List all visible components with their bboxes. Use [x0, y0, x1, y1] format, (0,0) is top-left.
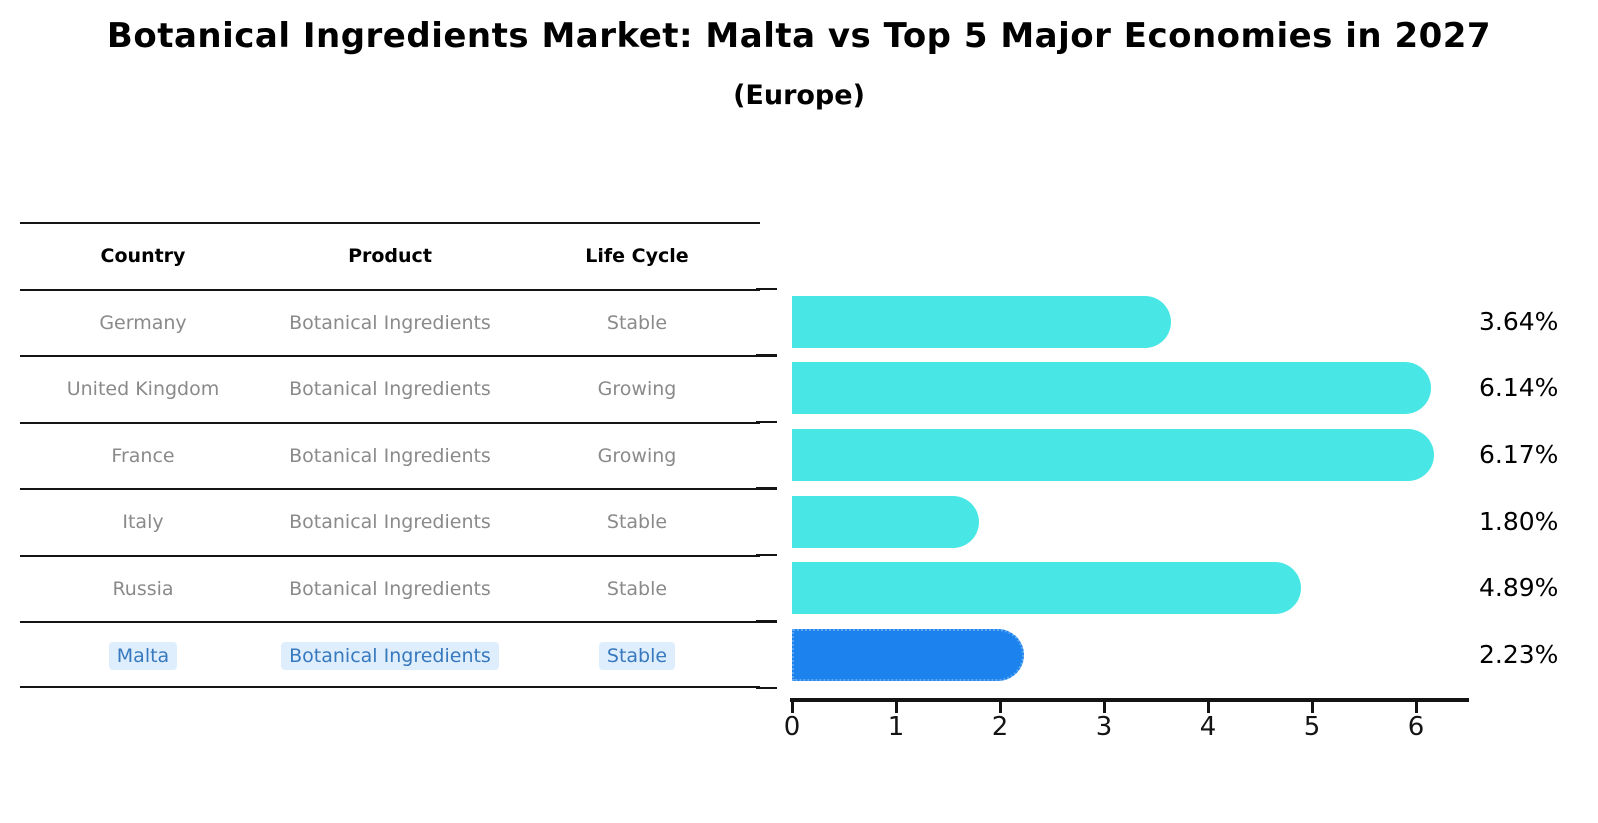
bar-value-label: 3.64% [1479, 306, 1559, 336]
table-cell-text: Germany [99, 311, 187, 334]
table-cell-text: Botanical Ingredients [289, 378, 491, 401]
table-header-cell: Country [100, 245, 186, 268]
table-row: Italy Botanical Ingredients Stable [20, 488, 760, 555]
table-cell-country: Malta [20, 641, 266, 670]
table-cell-text: Botanical Ingredients [289, 311, 491, 334]
bar-france [792, 428, 1434, 481]
table-cell-text: Botanical Ingredients [289, 578, 491, 600]
bar-united-kingdom [792, 362, 1431, 415]
table-cell-product: Botanical Ingredients [266, 511, 514, 533]
table-cell-product: Botanical Ingredients [266, 641, 514, 670]
x-axis-tick [790, 700, 794, 713]
table-cell-product: Botanical Ingredients [266, 378, 514, 400]
table-header-cell: Product [348, 245, 432, 268]
table-cell-product: Botanical Ingredients [266, 445, 514, 467]
x-axis-tick [1310, 700, 1314, 713]
bar-italy [792, 495, 980, 548]
table-cell-text: Italy [122, 511, 164, 534]
x-axis-tick-label: 2 [991, 712, 1009, 742]
table-cell-text: Malta [108, 641, 178, 670]
table-cell-text: Stable [606, 511, 668, 534]
table-cell-text: Botanical Ingredients [289, 444, 491, 467]
table-cell-country: United Kingdom [20, 378, 266, 400]
bar-value-label: 2.23% [1479, 639, 1559, 669]
table-cell-text: Growing [597, 444, 677, 467]
table-cell-life_cycle: Stable [514, 578, 760, 600]
table-header-row: Country Product Life Cycle [20, 222, 760, 289]
table-cell-text: Stable [598, 641, 676, 670]
table-cell-life_cycle: Stable [514, 511, 760, 533]
bar-value-label: 6.17% [1479, 439, 1559, 469]
table-cell-text: United Kingdom [66, 378, 220, 401]
x-axis-tick [1414, 700, 1418, 713]
y-axis-tick [756, 420, 777, 424]
table-cell-country: Italy [20, 511, 266, 533]
x-axis-tick [1102, 700, 1106, 713]
bar-malta [792, 628, 1024, 681]
bar-russia [792, 562, 1301, 615]
table-header-cell: Life Cycle [585, 245, 689, 268]
bar-value-label: 6.14% [1479, 373, 1559, 403]
chart-subtitle: (Europe) [733, 80, 865, 111]
table-cell-life_cycle: Growing [514, 445, 760, 467]
y-axis-tick [756, 553, 777, 557]
y-axis-tick [756, 487, 777, 490]
table-row: Malta Botanical Ingredients Stable [20, 621, 760, 688]
y-axis-tick [756, 287, 777, 291]
y-axis-tick [756, 620, 777, 623]
table-cell-text: Stable [606, 578, 668, 600]
x-axis-line [790, 698, 1469, 702]
country-table: Country Product Life Cycle Germany Botanical… [20, 222, 760, 688]
table-cell-text: Stable [606, 311, 668, 334]
x-axis-tick-label: 3 [1095, 712, 1113, 742]
table-cell-product: Botanical Ingredients [266, 578, 514, 600]
bar-value-label: 1.80% [1479, 506, 1559, 536]
x-axis-tick [1206, 700, 1210, 713]
table-cell-country: Germany [20, 312, 266, 334]
y-axis-tick [756, 686, 777, 690]
table-cell-country: Russia [20, 578, 266, 600]
table-cell-text: France [111, 444, 175, 467]
bar-germany [792, 295, 1171, 348]
table-row: United Kingdom Botanical Ingredients Growi… [20, 355, 760, 422]
table-row: France Botanical Ingredients Growing [20, 421, 760, 489]
table-cell-text: Growing [597, 378, 677, 401]
y-axis-tick [756, 354, 777, 357]
table-cell-country: France [20, 445, 266, 467]
chart-title: Botanical Ingredients Market: Malta vs T… [106, 16, 1492, 56]
x-axis-tick [894, 700, 898, 713]
table-cell-life_cycle: Growing [514, 378, 760, 400]
x-axis-tick-label: 1 [887, 712, 905, 742]
table-cell-text: Russia [112, 578, 174, 600]
table-row: Germany Botanical Ingredients Stable [20, 288, 760, 356]
x-axis-tick-label: 5 [1303, 712, 1321, 742]
x-axis-tick-label: 4 [1199, 712, 1217, 742]
table-cell-text: Botanical Ingredients [289, 511, 491, 534]
table-cell-product: Botanical Ingredients [266, 312, 514, 334]
x-axis-tick [998, 700, 1002, 713]
table-cell-text: Botanical Ingredients [281, 641, 499, 670]
x-axis-tick-label: 0 [783, 712, 801, 742]
table-row: Russia Botanical Ingredients Stable [20, 554, 760, 622]
table-cell-life_cycle: Stable [514, 312, 760, 334]
table-cell-life_cycle: Stable [514, 641, 760, 670]
bar-value-label: 4.89% [1479, 573, 1559, 603]
x-axis-tick-label: 6 [1407, 712, 1425, 742]
